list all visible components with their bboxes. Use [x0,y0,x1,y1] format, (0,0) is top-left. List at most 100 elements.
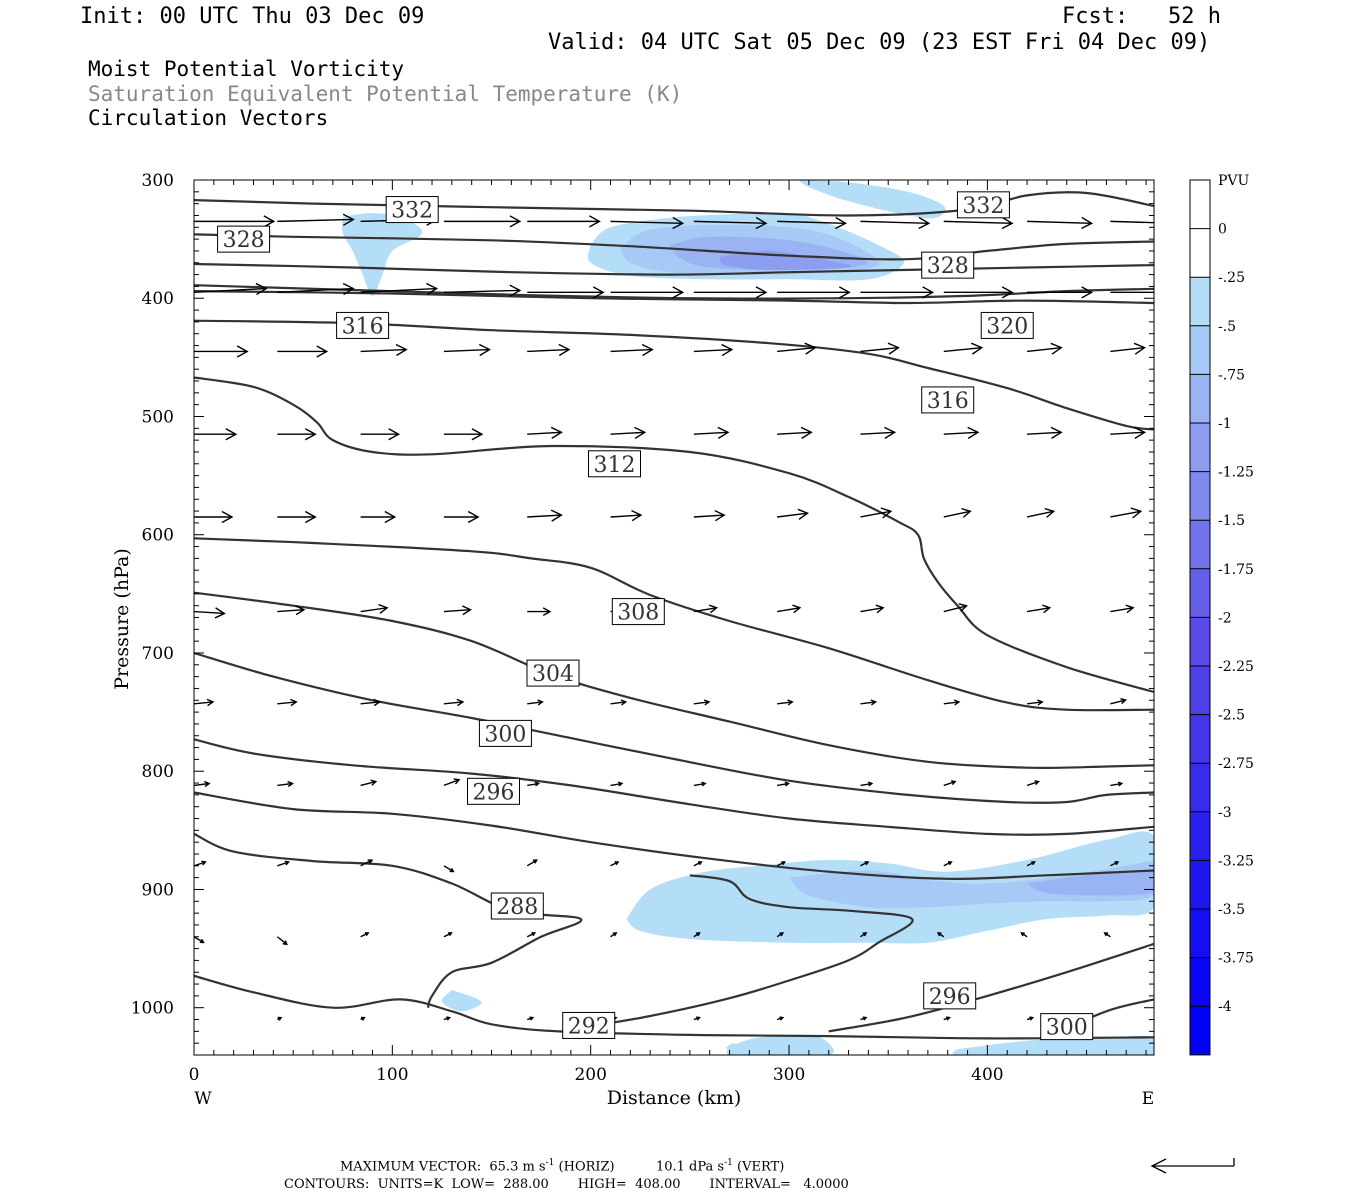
pv-region-10 [726,1034,834,1055]
vector-arrow [860,216,931,230]
colorbar-swatch [1190,374,1210,424]
vector-arrow [277,860,291,867]
vector-arrow [1110,291,1154,294]
vector-arrow [1110,861,1120,867]
vector-arrow [693,932,701,938]
vector-arrow [1026,861,1036,867]
contour-label-text: 304 [532,662,574,687]
contour-324-2 [194,262,1154,276]
vector-arrow [526,859,538,867]
vector-arrow [610,286,685,299]
vector-arrow [277,780,294,788]
vector-arrow [1103,932,1111,938]
vector-arrow [610,426,647,439]
vector-arrow [1110,220,1154,224]
colorbar-level-label: -2 [1218,610,1232,626]
colorbar-level-label: -.5 [1218,319,1236,335]
colorbar-swatch [1190,568,1210,618]
vector-arrow [360,859,374,867]
vector-arrow [443,428,484,441]
colorbar-swatch [1190,909,1210,959]
vector-arrow [1110,342,1147,355]
colorbar-title: PVU [1218,173,1250,189]
vector-arrow [693,781,707,787]
vector-arrow [1110,697,1127,705]
vector-arrow [1110,781,1124,787]
contour-label-text: 320 [986,314,1028,339]
vector-arrow [1027,426,1063,439]
vector-arrow [527,215,601,228]
contour-label-layer: 332 332 328 328 316 320 316 312 308 304 300 296 288 2… [217,191,1094,1041]
max-vert-tag: (VERT) [737,1159,785,1175]
x-tick-label: 100 [376,1065,408,1085]
contour-label-text: 296 [473,780,515,805]
vector-arrow [276,936,288,946]
contour-label-text: 316 [927,389,969,414]
x-tick-label: 0 [189,1065,200,1085]
vector-arrow [777,286,851,299]
vector-arrow [777,342,817,355]
vector-arrow [610,699,628,706]
colorbar-swatch [1190,325,1210,375]
contour-308-8 [194,591,1154,770]
vector-arrow [277,213,355,226]
axis-ticks [194,180,1154,1055]
contour-label-text: 328 [927,254,969,279]
vector-arrow [943,286,1014,299]
contour-314-6 [194,376,1154,694]
colorbar-level-label: 0 [1218,222,1227,238]
contour-label: 316 [921,386,975,414]
contour-296-11 [194,791,1154,880]
colorbar-level-label: -1 [1218,416,1232,432]
pv-region-7 [789,861,1154,909]
contour-328-1 [194,233,1154,261]
vector-arrow [777,508,809,520]
vector-arrow [860,286,935,299]
contours-info: CONTOURS: UNITS=K LOW= 288.00 HIGH= 408.… [284,1177,849,1192]
vector-arrow [777,699,794,706]
vector-arrow [693,343,734,357]
vector-arrow [610,343,654,357]
vector-arrow [777,216,847,230]
vector-arrow [610,932,618,938]
vector-arrow [194,936,205,944]
valid-time: Valid: 04 UTC Sat 05 Dec 09 (23 EST Fri … [548,30,1211,55]
vector-arrow [943,507,972,518]
contour-label: 328 [921,251,975,279]
contour-label-text: 292 [568,1014,610,1039]
vector-arrow [693,861,703,867]
max-horiz-tag: (HORIZ) [558,1159,615,1175]
x-west-label: W [194,1089,212,1109]
axis-labels: 300 400 500 600 700 800 900 1000 0 100 200 300 400 [131,171,1004,1085]
pv-colorbar: 0 -.25 -.5 -.75 -1 -1.25 -1.5 -1.75 -2 -2.25 -2.5 -… [1189,179,1254,1056]
contour-label-text: 308 [617,601,659,626]
vector-arrow [194,698,215,707]
vector-arrow [860,604,885,614]
vector-arrow [860,699,878,706]
vector-arrow [1020,932,1028,938]
colorbar-swatch [1190,617,1210,667]
colorbar-swatch [1190,666,1210,716]
vector-arrow [1026,1016,1035,1021]
vector-arrow [860,426,897,439]
vector-arrow [443,865,455,873]
contour-label-text: 328 [223,228,265,253]
contour-label: 328 [217,225,271,253]
pv-region-5 [719,250,852,270]
pv-fill-layer [342,180,1154,1055]
colorbar-swatch [1190,957,1210,1007]
contour-label: 292 [562,1011,616,1039]
colorbar-level-label: -3.5 [1218,902,1245,918]
contour-label: 332 [385,196,439,224]
vector-arrow [777,426,813,439]
colorbar-level-label: -1.5 [1218,513,1245,529]
colorbar-level-label: -4 [1218,999,1232,1015]
contour-290-13 [194,974,1154,1040]
vector-arrow [527,343,571,357]
contour-316-5 [194,319,1154,431]
y-tick-label: 900 [142,880,174,900]
vector-arrow [610,861,620,867]
vector-arrow [527,509,563,522]
x-axis-title: Distance (km) [607,1087,742,1109]
